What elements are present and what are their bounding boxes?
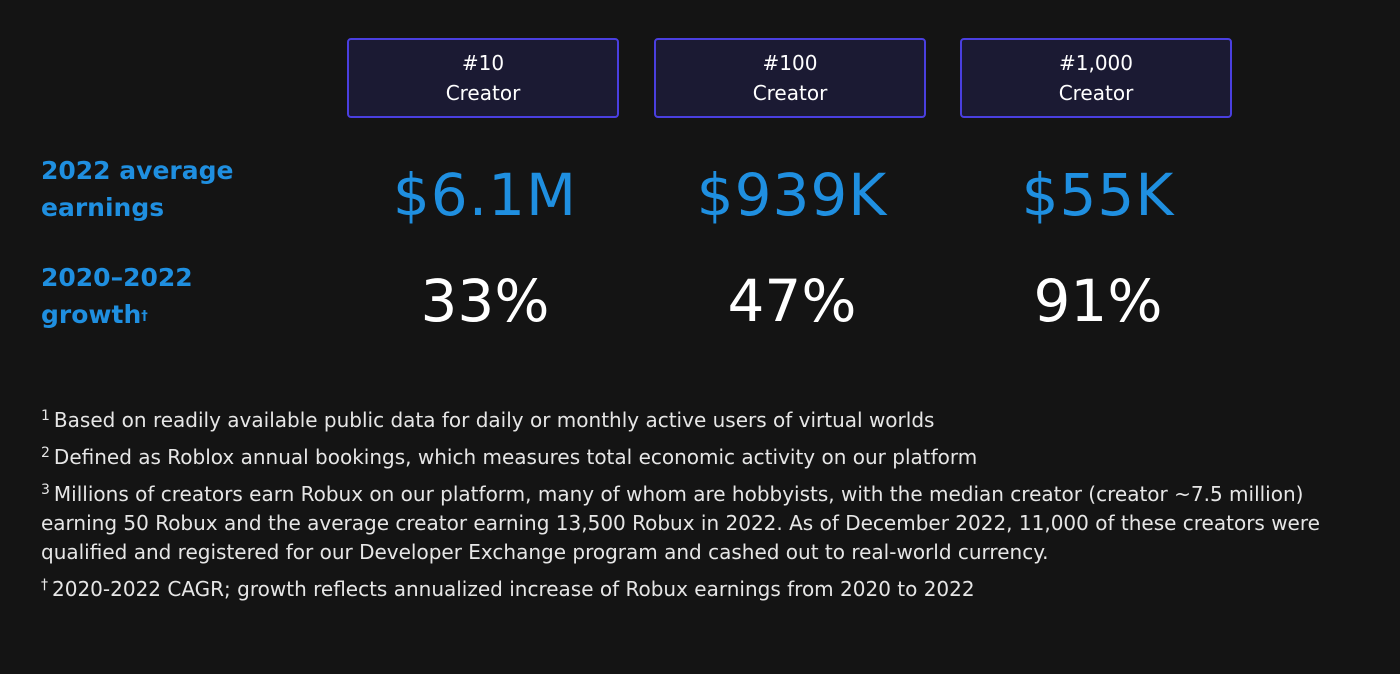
footnote-text: 2020-2022 CAGR; growth reflects annualiz… — [52, 577, 975, 601]
footnotes: 1 Based on readily available public data … — [41, 406, 1371, 612]
footnote-text: Based on readily available public data f… — [53, 408, 935, 432]
growth-value-top-1000: 91% — [1033, 267, 1163, 335]
footnote-3: 3 Millions of creators earn Robux on our … — [41, 480, 1371, 567]
column-header-top-1000: #1,000 Creator — [960, 38, 1232, 118]
column-label: Creator — [445, 81, 521, 105]
footnote-mark: † — [41, 577, 48, 593]
growth-value-top-100: 47% — [727, 267, 857, 335]
footnote-text: Defined as Roblox annual bookings, which… — [53, 445, 978, 469]
column-header-top-100: #100 Creator — [654, 38, 926, 118]
column-rank: #10 — [461, 51, 505, 75]
footnote-text: Millions of creators earn Robux on our p… — [41, 482, 1320, 564]
dagger-mark: † — [141, 309, 148, 324]
column-rank: #100 — [762, 51, 818, 75]
column-header-top-10: #10 Creator — [347, 38, 619, 118]
footnote-dagger: † 2020-2022 CAGR; growth reflects annuali… — [41, 575, 1371, 604]
earnings-value-top-100: $939K — [696, 161, 888, 229]
row-label-line: 2022 average — [41, 156, 234, 185]
column-label: Creator — [752, 81, 828, 105]
row-label-line: earnings — [41, 193, 165, 222]
column-rank: #1,000 — [1058, 51, 1133, 75]
footnote-mark: 3 — [41, 482, 50, 498]
earnings-value-top-10: $6.1M — [392, 161, 578, 229]
row-label-earnings: 2022 average earnings — [41, 152, 233, 226]
footnote-1: 1 Based on readily available public data … — [41, 406, 1371, 435]
row-label-growth: 2020–2022 growth† — [41, 259, 193, 333]
footnote-2: 2 Defined as Roblox annual bookings, whic… — [41, 443, 1371, 472]
earnings-value-top-1000: $55K — [1021, 161, 1175, 229]
growth-value-top-10: 33% — [420, 267, 550, 335]
footnote-mark: 2 — [41, 445, 50, 461]
row-label-text: growth — [41, 300, 142, 329]
row-label-line: 2020–2022 — [41, 263, 193, 292]
column-label: Creator — [1058, 81, 1134, 105]
footnote-mark: 1 — [41, 408, 50, 424]
row-label-line: growth† — [41, 296, 193, 333]
